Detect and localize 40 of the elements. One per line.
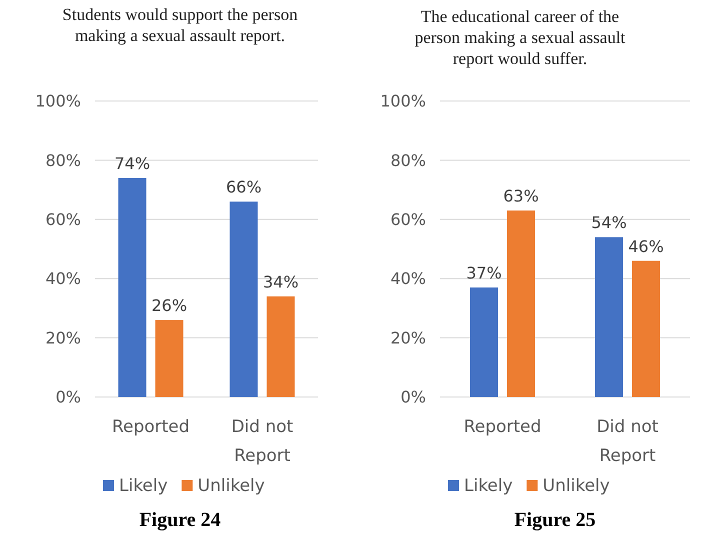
data-label: 34% <box>262 272 299 292</box>
bar <box>632 260 660 397</box>
y-tick-label: 20% <box>390 328 426 348</box>
data-label: 66% <box>226 178 262 197</box>
x-tick-label: Did not Report <box>231 417 294 466</box>
y-tick-label: 80% <box>390 150 426 170</box>
x-tick-label: Did not Report <box>596 417 659 466</box>
y-tick-label: 20% <box>45 328 81 348</box>
y-tick-label: 40% <box>390 269 426 288</box>
bar <box>155 320 184 397</box>
caption: Figure 25 <box>514 509 596 531</box>
y-tick-label: 0% <box>400 388 426 407</box>
y-tick-label: 100% <box>380 92 426 111</box>
caption: Figure 24 <box>139 509 221 531</box>
y-tick-label: 60% <box>45 210 81 229</box>
y-tick-label: 0% <box>56 388 81 407</box>
x-tick-label: Reported <box>464 417 542 437</box>
y-tick-label: 60% <box>390 210 426 229</box>
y-tick-label: 100% <box>35 92 81 111</box>
data-label: 46% <box>628 236 664 256</box>
x-tick-label: Reported <box>112 417 190 437</box>
data-label: 74% <box>114 154 150 173</box>
bar <box>118 178 146 397</box>
legend-label: Unlikely <box>198 476 265 496</box>
legend-label: Likely <box>119 476 168 496</box>
data-label: 54% <box>591 213 627 232</box>
chart-title: The educational career of the person making a sexual assault report would suffer. <box>414 7 626 68</box>
y-tick-label: 40% <box>45 269 81 288</box>
y-tick-label: 80% <box>45 150 81 170</box>
bar <box>595 237 623 397</box>
bar <box>470 287 498 397</box>
data-label: 63% <box>503 186 539 206</box>
bar <box>507 210 535 397</box>
data-label: 37% <box>466 263 502 282</box>
data-label: 26% <box>151 296 188 316</box>
bar <box>266 296 295 397</box>
legend-label: Unlikely <box>542 476 610 496</box>
bar <box>230 202 258 397</box>
legend-label: Likely <box>464 476 513 496</box>
chart-title: Students would support the person making a sexual assault report. <box>62 5 298 45</box>
